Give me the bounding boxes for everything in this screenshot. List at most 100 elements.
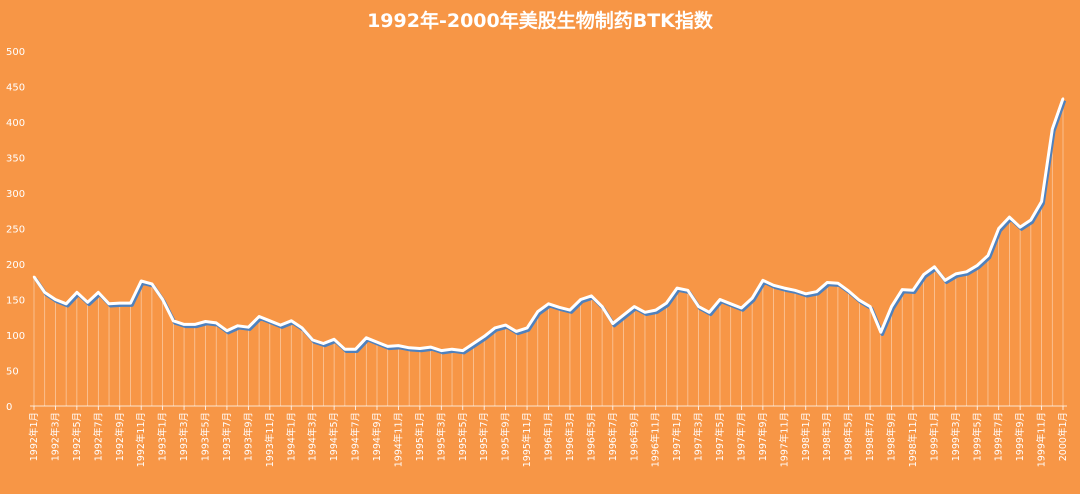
data-point (783, 286, 786, 290)
data-point (847, 289, 850, 293)
data-point (879, 330, 882, 334)
data-point (300, 326, 304, 330)
data-point (247, 325, 250, 329)
data-point (461, 349, 464, 352)
y-tick-label: 450 (6, 83, 25, 94)
data-point (1040, 200, 1043, 203)
data-point (901, 288, 904, 291)
x-tick-label: 1998年1月 (800, 412, 812, 461)
chart-title: 1992年-2000年美股生物制药BTK指数 (367, 10, 713, 32)
x-tick-label: 1993年1月 (157, 412, 169, 461)
data-point (440, 349, 443, 352)
data-point (54, 298, 57, 301)
x-tick-label: 1999年11月 (1036, 412, 1048, 467)
data-point (600, 305, 604, 308)
data-point (472, 342, 475, 345)
data-point (343, 348, 347, 351)
data-point (193, 323, 196, 326)
y-tick-label: 250 (6, 225, 25, 236)
data-point (225, 329, 229, 332)
x-tick-label: 1994年1月 (285, 412, 297, 461)
x-tick-label: 1995年11月 (521, 412, 533, 467)
data-point (890, 305, 893, 308)
data-point (633, 305, 636, 308)
x-tick-label: 1993年3月 (178, 412, 190, 461)
x-tick-label: 1995年1月 (414, 412, 426, 461)
x-tick-label: 1997年3月 (693, 412, 705, 461)
x-tick-label: 1995年3月 (435, 412, 447, 461)
x-tick-label: 1992年5月 (71, 412, 83, 461)
data-point (547, 302, 550, 305)
x-tick-label: 1997年7月 (735, 412, 747, 461)
data-point (182, 323, 186, 326)
data-point (43, 291, 46, 294)
data-point (236, 324, 239, 327)
data-point (665, 301, 668, 305)
data-point (290, 319, 293, 322)
data-point (150, 282, 154, 286)
y-tick-label: 100 (6, 331, 25, 342)
y-tick-label: 150 (6, 296, 25, 307)
x-tick-label: 1992年11月 (135, 412, 147, 467)
data-point (86, 301, 89, 304)
data-point (107, 302, 111, 305)
x-tick-label: 1996年3月 (564, 412, 576, 461)
x-tick-label: 1999年1月 (928, 412, 940, 461)
y-tick-label: 50 (6, 367, 19, 378)
data-point (365, 336, 368, 340)
x-tick-label: 1994年9月 (371, 412, 383, 461)
y-tick-label: 200 (6, 260, 25, 271)
data-point (675, 286, 679, 290)
data-point (354, 348, 357, 351)
x-tick-label: 1993年5月 (200, 412, 212, 461)
data-point (729, 302, 732, 305)
x-tick-label: 1994年11月 (392, 412, 404, 467)
y-tick-label: 350 (6, 154, 25, 165)
data-point (772, 284, 775, 287)
data-point (204, 320, 207, 323)
data-point (579, 298, 582, 301)
data-point (375, 340, 379, 344)
data-point (504, 323, 507, 327)
y-tick-label: 300 (6, 189, 25, 200)
data-point (1061, 97, 1065, 100)
x-tick-label: 1997年5月 (714, 412, 726, 461)
data-point (750, 296, 754, 300)
x-tick-label: 1992年7月 (92, 412, 104, 461)
data-point (568, 308, 572, 312)
x-tick-label: 1993年9月 (242, 412, 254, 461)
data-point (825, 281, 829, 284)
x-tick-label: 1995年9月 (500, 412, 512, 461)
x-tick-label: 1996年11月 (650, 412, 662, 467)
x-tick-label: 1995年5月 (457, 412, 469, 461)
x-tick-label: 1998年9月 (886, 412, 898, 461)
data-point (493, 326, 497, 330)
x-tick-label: 1993年7月 (221, 412, 233, 461)
data-point (482, 335, 486, 338)
data-point (525, 326, 529, 330)
x-tick-label: 1999年9月 (1014, 412, 1026, 461)
x-tick-label: 1999年7月 (993, 412, 1005, 461)
data-point (418, 347, 422, 350)
data-point (740, 306, 743, 310)
data-point (997, 227, 1000, 230)
data-point (965, 270, 968, 274)
data-point (761, 279, 765, 282)
data-point (868, 305, 872, 308)
data-point (215, 321, 218, 325)
data-point (161, 298, 164, 301)
data-point (1008, 215, 1011, 219)
data-point (536, 310, 539, 313)
data-point (386, 345, 389, 348)
data-point (257, 315, 261, 318)
data-point (332, 338, 336, 341)
x-tick-label: 1998年11月 (907, 412, 919, 467)
x-tick-label: 1992年3月 (49, 412, 61, 461)
x-tick-label: 1998年3月 (821, 412, 833, 461)
data-point (686, 289, 690, 292)
data-point (976, 264, 979, 267)
data-point (986, 254, 990, 257)
data-point (815, 290, 818, 293)
data-point (590, 294, 593, 298)
